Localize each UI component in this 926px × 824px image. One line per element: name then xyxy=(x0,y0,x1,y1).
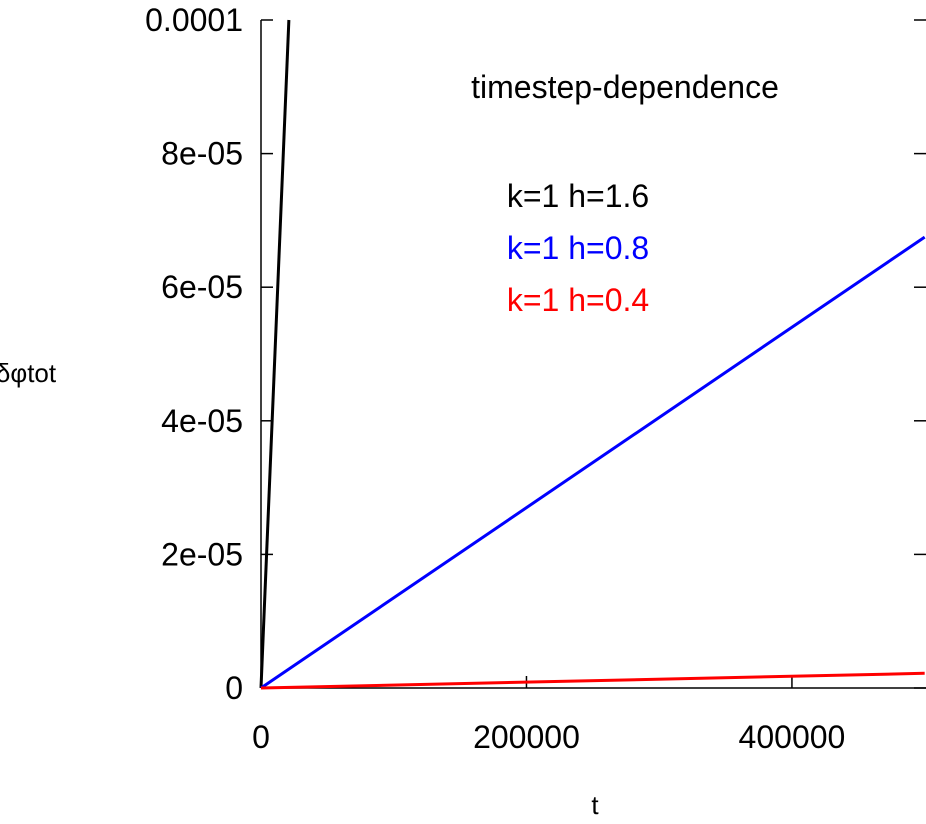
legend-entry-2: k=1 h=0.8 xyxy=(507,230,649,266)
x-tick-label: 400000 xyxy=(739,719,846,755)
series-line-2 xyxy=(260,235,926,690)
y-tick-label: 2e-05 xyxy=(161,536,243,572)
chart-title: timestep-dependence xyxy=(471,69,779,105)
y-tick-label: 6e-05 xyxy=(161,269,243,305)
x-tick-label: 200000 xyxy=(473,719,580,755)
legend: k=1 h=1.6 k=1 h=0.8 k=1 h=0.4 xyxy=(507,178,649,318)
y-axis-label: δφtot xyxy=(0,358,57,388)
ticks xyxy=(260,19,926,689)
y-tick-label: 0 xyxy=(225,670,243,706)
y-tick-label: 8e-05 xyxy=(161,136,243,172)
y-tick-label: 4e-05 xyxy=(161,403,243,439)
series-line-1 xyxy=(259,19,291,689)
legend-entry-3: k=1 h=0.4 xyxy=(507,282,649,318)
x-tick-label: 0 xyxy=(252,719,270,755)
x-axis-label: t xyxy=(591,790,599,820)
axes xyxy=(260,20,926,689)
series-line-3 xyxy=(260,671,925,690)
legend-entry-1: k=1 h=1.6 xyxy=(507,178,649,214)
tick-labels: 0 2e-05 4e-05 6e-05 8e-05 0.0001 0 200000 400000 xyxy=(145,2,845,755)
y-tick-label: 0.0001 xyxy=(145,2,243,38)
series-lines xyxy=(259,19,926,690)
